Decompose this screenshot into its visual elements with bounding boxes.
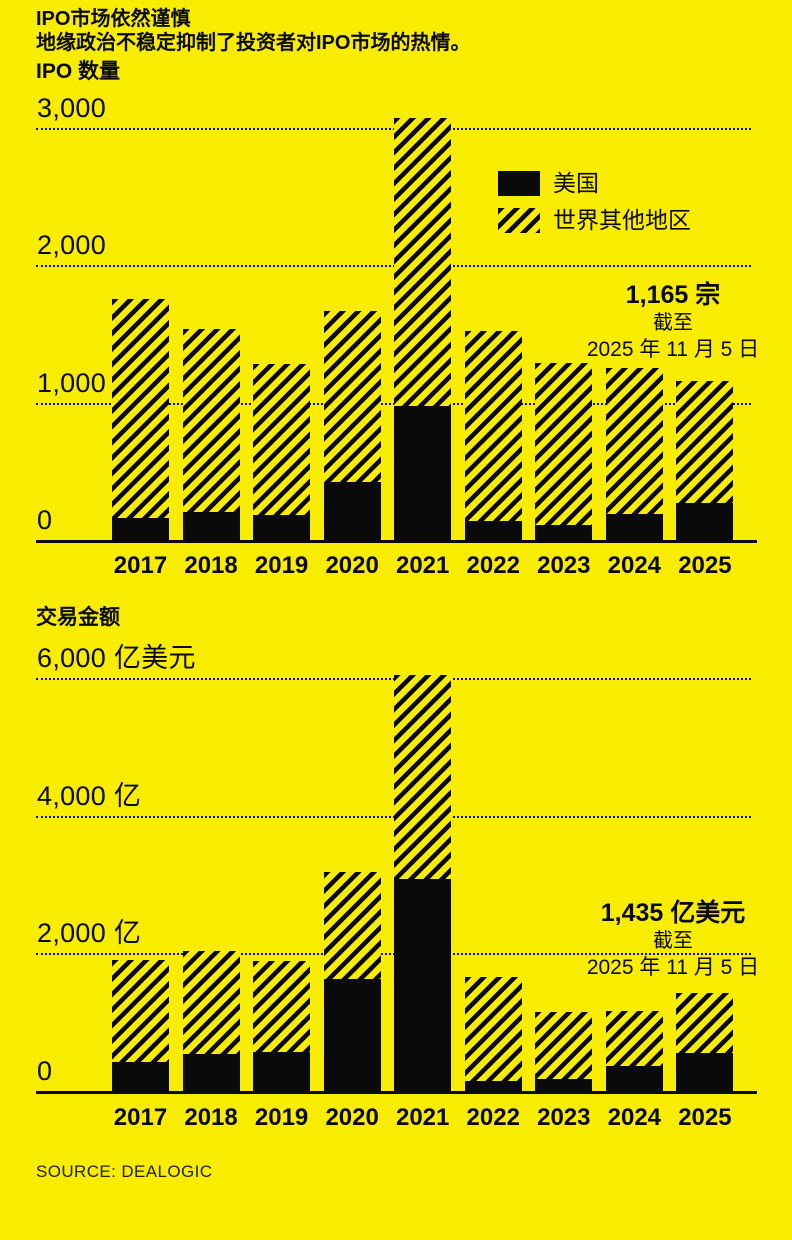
annotation-date-ipo-count: 2025 年 11 月 5 日 [586, 338, 760, 361]
annotation-value-ipo-count: 1,165 宗 [625, 281, 721, 309]
bar-deal-value-2020-rest-of-world [323, 871, 381, 979]
bar-ipo-count-2023-us [535, 525, 593, 541]
section-title-deal-value: 交易金额 [36, 606, 120, 629]
x-tick-label-deal-value-2024: 2024 [607, 1104, 662, 1131]
annotation-asof-ipo-count: 截至 [653, 312, 693, 334]
bar-deal-value-2019-us [253, 1052, 311, 1092]
bar-deal-value-2025-us [676, 1053, 734, 1092]
x-tick-label-ipo-count-2024: 2024 [607, 552, 662, 579]
y-tick-label-ipo-count-0: 0 [37, 505, 53, 535]
x-tick-label-deal-value-2021: 2021 [395, 1104, 450, 1131]
x-tick-label-ipo-count-2019: 2019 [254, 552, 309, 579]
bar-ipo-count-2022-us [464, 521, 522, 541]
x-tick-label-ipo-count-2018: 2018 [184, 552, 238, 579]
x-tick-label-ipo-count-2021: 2021 [395, 552, 450, 579]
gridline-deal-value-2000 [36, 953, 751, 956]
x-tick-label-deal-value-2020: 2020 [325, 1104, 379, 1131]
y-tick-label-deal-value-3: 6,000 亿美元 [37, 642, 196, 673]
bar-deal-value-2018-rest-of-world [182, 950, 240, 1055]
bar-deal-value-2020-us [323, 978, 381, 1092]
bar-deal-value-2023-us [535, 1078, 593, 1092]
x-tick-label-ipo-count-2022: 2022 [466, 552, 520, 579]
gridline-ipo-count-1000 [36, 402, 751, 405]
bar-deal-value-2019-rest-of-world [253, 961, 311, 1053]
x-axis-ipo-count [36, 539, 757, 543]
bar-ipo-count-2019-rest-of-world [253, 363, 311, 515]
bar-deal-value-2021-rest-of-world [394, 674, 452, 880]
bar-deal-value-2018-us [182, 1054, 240, 1092]
legend: 美国 世界其他地区 [498, 170, 691, 244]
bar-ipo-count-2017-us [112, 518, 169, 541]
bar-deal-value-2017-us [112, 1062, 169, 1092]
legend-label-0: 美国 [553, 170, 599, 196]
bar-deal-value-2024-rest-of-world [605, 1011, 663, 1067]
bar-ipo-count-2018-rest-of-world [182, 329, 240, 513]
bar-ipo-count-2025-us [676, 503, 734, 541]
gridline-deal-value-4000 [36, 815, 751, 818]
annotation-deal-value: 1,435 亿美元截至 2025 年 11 月 5 日 [558, 898, 788, 981]
bar-deal-value-2023-rest-of-world [535, 1012, 593, 1079]
bar-ipo-count-2021-rest-of-world [394, 118, 452, 406]
x-tick-label-deal-value-2023: 2023 [537, 1104, 591, 1131]
bar-deal-value-2022-us [464, 1080, 522, 1092]
x-tick-label-ipo-count-2025: 2025 [678, 552, 732, 579]
legend-swatch-solid-icon [498, 171, 540, 196]
bar-ipo-count-2024-rest-of-world [605, 367, 663, 515]
legend-swatch-hatch-icon [498, 208, 540, 233]
y-tick-label-ipo-count-1: 1,000 [37, 367, 107, 398]
gridline-deal-value-6000 [36, 677, 751, 680]
x-tick-label-deal-value-2017: 2017 [113, 1104, 168, 1131]
bar-ipo-count-2023-rest-of-world [535, 362, 593, 526]
bar-deal-value-2021-us [394, 879, 452, 1092]
bar-ipo-count-2018-us [182, 512, 240, 541]
bar-ipo-count-2020-rest-of-world [323, 311, 381, 482]
page-subtitle: 地缘政治不稳定抑制了投资者对IPO市场的热情。 [36, 32, 471, 54]
x-tick-label-ipo-count-2017: 2017 [113, 552, 168, 579]
bar-ipo-count-2017-rest-of-world [112, 299, 169, 519]
bar-ipo-count-2021-us [394, 405, 452, 541]
source-credit: SOURCE: DEALOGIC [36, 1162, 213, 1181]
bar-ipo-count-2025-rest-of-world [676, 380, 734, 504]
page-title: IPO市场依然谨慎 [36, 8, 191, 30]
y-tick-label-deal-value-0: 0 [37, 1056, 53, 1086]
y-tick-label-ipo-count-2: 2,000 [37, 230, 107, 260]
bar-ipo-count-2019-us [253, 514, 311, 541]
gridline-ipo-count-2000 [36, 265, 751, 267]
annotation-asof-deal-value: 截至 [653, 930, 693, 952]
y-tick-label-ipo-count-3: 3,000 [37, 92, 107, 123]
x-tick-label-deal-value-2025: 2025 [678, 1104, 732, 1131]
bar-deal-value-2017-rest-of-world [112, 959, 169, 1063]
bar-ipo-count-2024-us [605, 514, 663, 541]
annotation-value-deal-value: 1,435 亿美元 [600, 899, 746, 927]
annotation-date-deal-value: 2025 年 11 月 5 日 [586, 956, 760, 979]
x-tick-label-deal-value-2019: 2019 [254, 1104, 309, 1131]
bar-deal-value-2024-us [605, 1066, 663, 1092]
bar-ipo-count-2020-us [323, 481, 381, 541]
section-title-ipo-count: IPO 数量 [36, 60, 121, 83]
y-tick-label-deal-value-1: 2,000 亿 [37, 918, 142, 949]
legend-item-1: 世界其他地区 [498, 207, 691, 234]
legend-label-1: 世界其他地区 [553, 207, 691, 233]
y-tick-label-deal-value-2: 4,000 亿 [37, 780, 142, 811]
x-tick-label-deal-value-2022: 2022 [466, 1104, 520, 1131]
bar-deal-value-2025-rest-of-world [676, 993, 734, 1054]
gridline-ipo-count-3000 [36, 127, 751, 130]
x-tick-label-ipo-count-2020: 2020 [325, 552, 379, 579]
x-axis-deal-value [36, 1090, 757, 1094]
bar-ipo-count-2022-rest-of-world [464, 330, 522, 522]
x-tick-label-deal-value-2018: 2018 [184, 1104, 238, 1131]
x-tick-label-ipo-count-2023: 2023 [537, 552, 591, 579]
annotation-ipo-count: 1,165 宗截至 2025 年 11 月 5 日 [558, 280, 788, 363]
bar-deal-value-2022-rest-of-world [464, 976, 522, 1081]
legend-item-0: 美国 [498, 170, 691, 197]
